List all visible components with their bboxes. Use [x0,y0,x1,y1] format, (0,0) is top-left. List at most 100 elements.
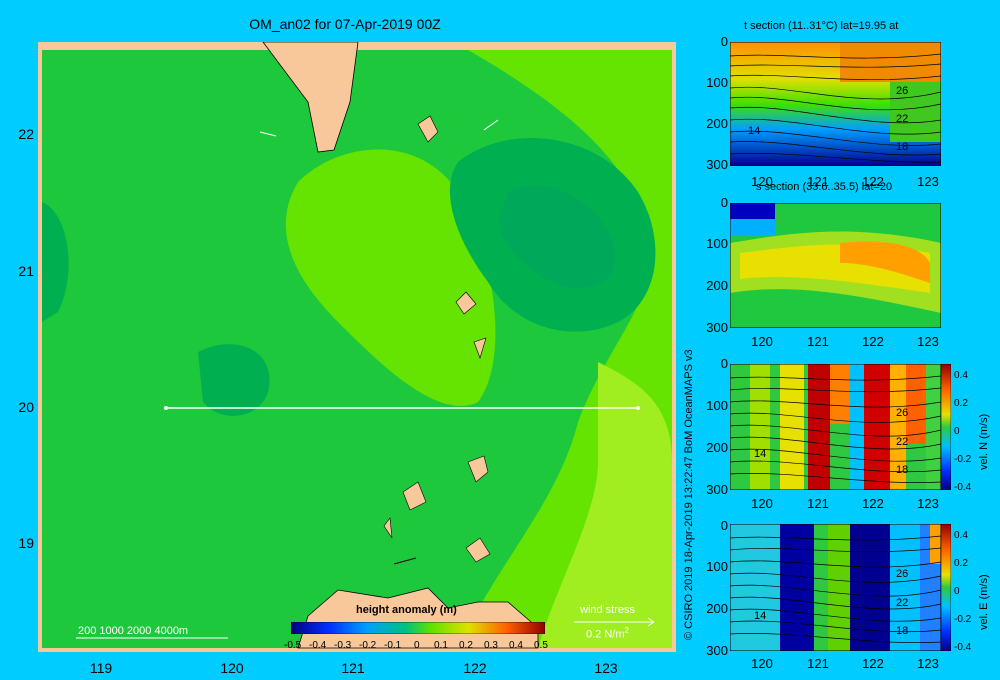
u-x-tick: 123 [917,656,939,671]
colorbar-tick: 0.1 [434,640,448,651]
contour-label: 14 [754,610,767,622]
u-cbar-tick: 0.2 [954,558,968,569]
v-y-tick: 100 [706,398,728,413]
wind-arrow-head [647,617,655,623]
v-cbar-tick: -0.4 [954,482,972,493]
island [417,115,439,143]
s-section-title: s section (33.6..35.5) lat=20 [756,181,893,193]
u-x-tick: 121 [807,656,829,671]
u-x-tick: 120 [751,656,773,671]
u-y-tick: 0 [720,518,728,533]
v-x-tick: 121 [807,496,829,511]
colorbar-tick: -0.5 [284,640,302,651]
t-x-tick: 121 [807,174,829,189]
anomaly-eddy-core [498,185,616,288]
colorbar-title: height anomaly (m) [356,604,457,616]
section-end-marker [636,406,640,410]
v-section-plot [730,364,941,490]
v-cbar-label: vel. N (m/s) [978,413,990,470]
y-tick-label: 19 [18,535,34,551]
colorbar-tick: 0.4 [509,640,523,651]
s-x-tick: 121 [807,334,829,349]
anomaly-zone-island [285,149,496,406]
v-y-tick: 300 [706,482,728,497]
contour-label: 26 [896,85,909,97]
u-section-plot [730,524,941,651]
taiwan-landmass [262,42,359,153]
contour-label: 14 [754,448,767,460]
colorbar-tick: 0.5 [534,640,548,651]
v-cbar-tick: 0.4 [954,370,968,381]
v-x-tick: 122 [862,496,884,511]
contour-label: 22 [896,597,909,609]
v-x-tick: 123 [917,496,939,511]
wind-vector [259,131,277,137]
t-y-tick: 100 [706,75,728,90]
v-y-tick: 0 [720,356,728,371]
depth-legend: 200 1000 2000 4000m [78,625,189,637]
contour-label: 18 [896,625,909,637]
u-cbar-tick: 0.4 [954,530,968,541]
s-section-plot [730,203,941,328]
v-cbar-tick: -0.2 [954,454,972,465]
colorbar-tick: 0.2 [459,640,473,651]
main-map [38,42,676,652]
y-tick-label: 20 [18,399,34,415]
u-y-tick: 300 [706,643,728,658]
wind-arrow-head [647,621,655,627]
x-tick-label: 123 [594,660,618,676]
t-x-tick: 122 [862,174,884,189]
t-y-tick: 300 [706,157,728,172]
v-colorbar [941,364,951,490]
u-cbar-tick: -0.4 [954,642,972,653]
contour-label: 26 [896,568,909,580]
s-x-tick: 123 [917,334,939,349]
u-cbar-tick: -0.2 [954,614,972,625]
x-tick-label: 119 [89,660,113,676]
u-colorbar [941,524,951,651]
island [467,455,489,483]
island [402,481,427,511]
wind-vector [393,557,417,565]
u-cbar-label: vel. E (m/s) [978,574,990,630]
s-y-tick: 300 [706,320,728,335]
v-y-tick: 200 [706,440,728,455]
colorbar-tick: 0.3 [484,640,498,651]
contour-label: 22 [896,113,909,125]
wind-stress-label: wind stress [580,604,636,616]
x-tick-label: 120 [220,660,244,676]
s-y-tick: 200 [706,278,728,293]
island [465,537,491,563]
t-x-tick: 123 [917,174,939,189]
u-cbar-tick: 0 [954,586,960,597]
t-section-title: t section (11..31°C) lat=19.95 at [744,20,899,32]
contour-label: 18 [896,464,909,476]
island [473,337,487,359]
colorbar-tick: -0.1 [384,640,402,651]
anomaly-zone-high [538,362,672,648]
u-x-tick: 122 [862,656,884,671]
u-y-tick: 100 [706,559,728,574]
height-colorbar [291,622,545,634]
wind-vector [483,119,499,131]
anomaly-zone-west [42,202,69,322]
s-x-tick: 120 [751,334,773,349]
x-tick-label: 122 [463,660,487,676]
colorbar-tick: -0.4 [309,640,327,651]
colorbar-tick: -0.2 [359,640,377,651]
contour-label: 18 [896,141,909,153]
island [455,291,477,315]
section-start-marker [164,406,168,410]
t-y-tick: 0 [720,34,728,49]
colorbar-tick: -0.3 [334,640,352,651]
x-tick-label: 121 [341,660,365,676]
island [383,517,393,539]
y-tick-label: 21 [18,263,34,279]
credit-text: © CSIRO 2019 18-Apr-2019 13:22:47 BoM Oc… [683,349,695,640]
t-x-tick: 120 [751,174,773,189]
u-y-tick: 200 [706,601,728,616]
contour-label: 14 [748,125,761,137]
wind-stress-exponent: 2 [624,626,629,635]
wind-stress-scale: 0.2 N/m2 [586,626,629,641]
t-section-plot [730,42,941,166]
